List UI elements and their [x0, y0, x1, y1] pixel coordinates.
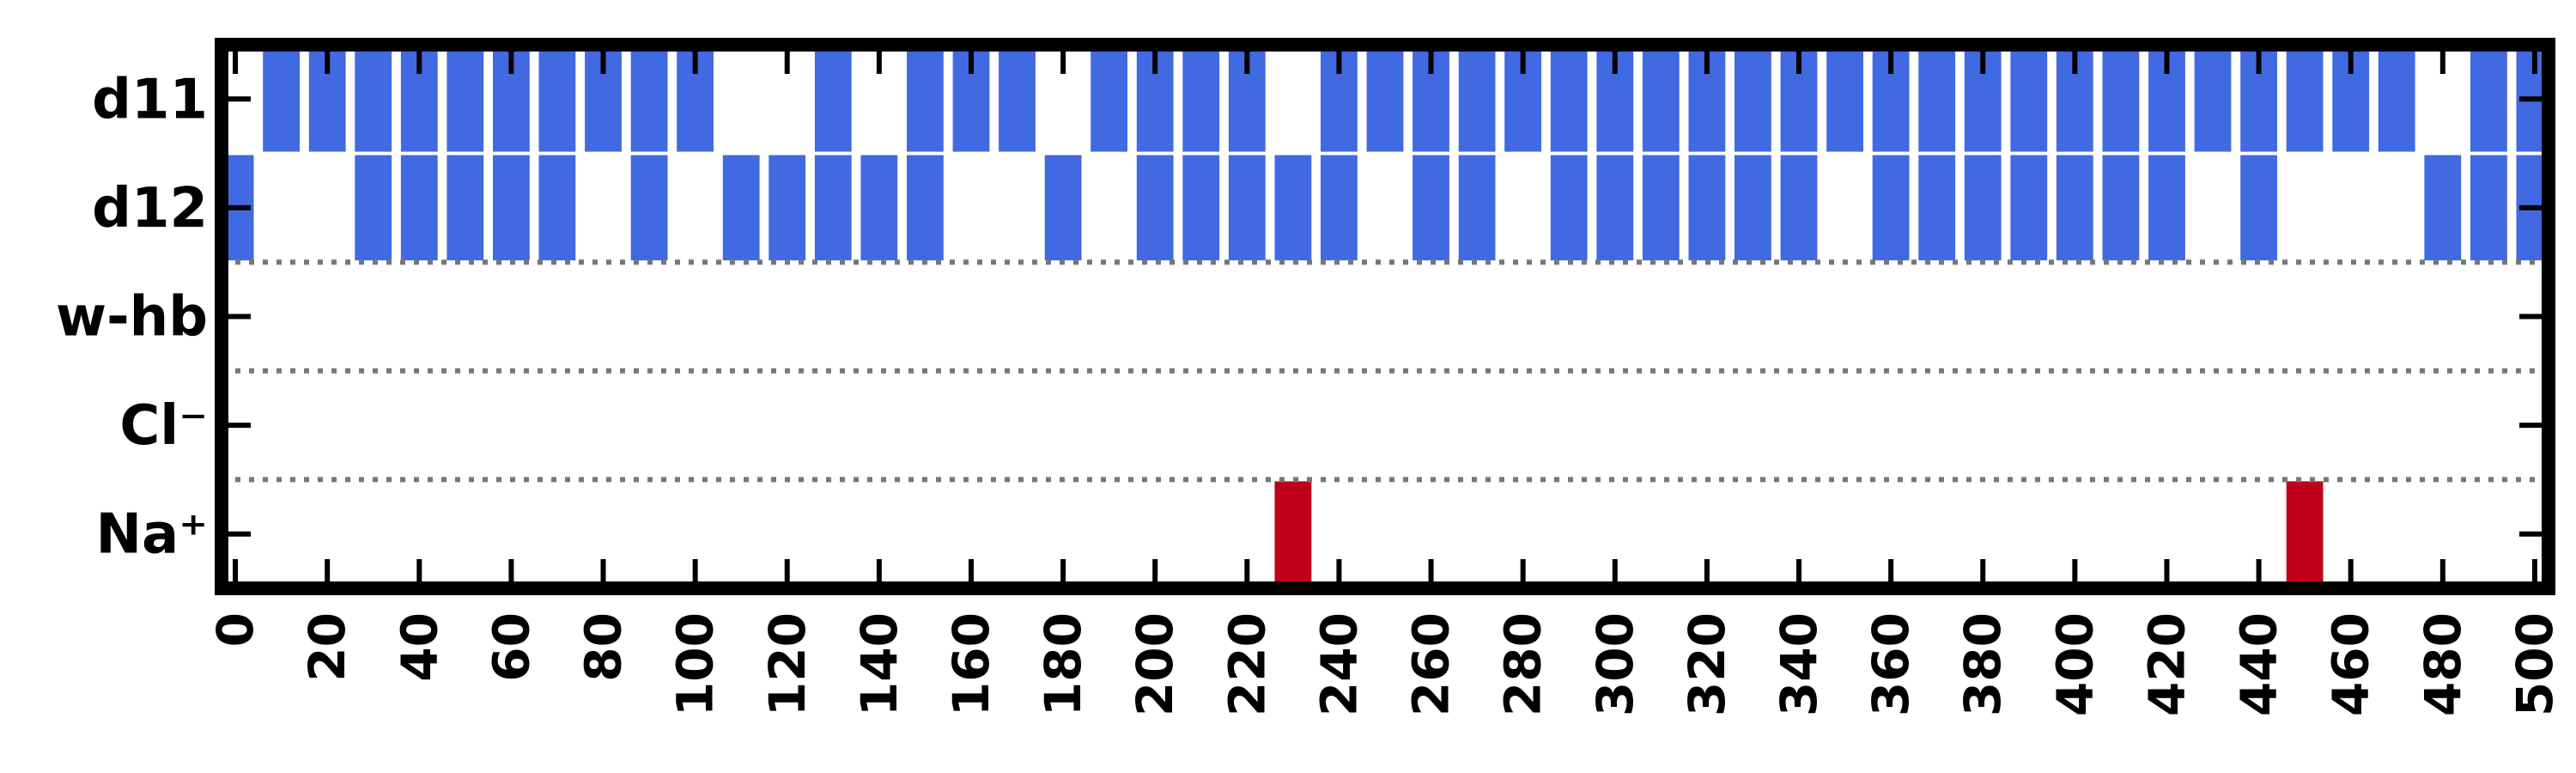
bar-d12-34: [2424, 155, 2462, 261]
bar-d12-27: [1918, 155, 1956, 261]
xtick-label: 280: [1494, 612, 1552, 716]
ytick-label-d11: d11: [92, 68, 208, 131]
xtick-label: 100: [666, 612, 725, 716]
xtick-label: 380: [1953, 612, 2012, 716]
xtick-label: 360: [1862, 612, 1920, 716]
bar-d12-10: [860, 155, 898, 261]
bar-d11-33: [2010, 46, 2048, 152]
bar-d12-2: [400, 155, 438, 261]
xtick-label: 420: [2137, 612, 2196, 716]
bar-d11-0: [263, 46, 300, 152]
xtick-label: 80: [574, 612, 633, 682]
bar-d11-19: [1366, 46, 1404, 152]
bar-d11-16: [1182, 46, 1220, 152]
bar-Na-0: [1274, 481, 1312, 587]
bar-d12-7: [722, 155, 760, 261]
bar-d12-29: [2010, 155, 2048, 261]
bar-d12-26: [1872, 155, 1910, 261]
xtick-label: 0: [206, 612, 264, 647]
bar-d11-2: [355, 46, 392, 152]
bar-d11-11: [907, 46, 944, 152]
xtick-label: 180: [1034, 612, 1092, 716]
xtick-label: 300: [1586, 612, 1644, 716]
bar-d11-21: [1458, 46, 1496, 152]
bar-d11-29: [1826, 46, 1863, 152]
xtick-label: 40: [390, 612, 448, 682]
row-separators: [222, 259, 2549, 483]
plot-frame: [215, 38, 2555, 595]
bar-d12-23: [1688, 155, 1726, 261]
labels-layer: d11 d12 w-hb Cl⁻ Na⁺ 0 20 40 60 80 100 120 140 160 180…: [56, 68, 2564, 716]
xtick-label: 240: [1309, 612, 1368, 716]
xtick-label: 220: [1218, 612, 1276, 716]
bar-d11-14: [1091, 46, 1127, 152]
ytick-label-Na: Na⁺: [95, 503, 208, 567]
bar-d12-25: [1780, 155, 1818, 261]
bar-d12-8: [769, 155, 806, 261]
bar-d12-5: [538, 155, 576, 261]
xtick-label: 320: [1678, 612, 1736, 716]
bar-d12-11: [907, 155, 944, 261]
xtick-label: 120: [758, 612, 817, 716]
bar-d11-6: [538, 46, 576, 152]
bar-d11-8: [630, 46, 668, 152]
xtick-label: 440: [2230, 612, 2288, 716]
bar-d11-13: [999, 46, 1036, 152]
bar-d11-4: [447, 46, 484, 152]
xtick-label: 200: [1126, 612, 1184, 716]
bar-d11-37: [2194, 46, 2232, 152]
bar-d12-20: [1550, 155, 1588, 261]
bar-d12-30: [2056, 155, 2093, 261]
bar-d11-31: [1918, 46, 1956, 152]
bar-d11-27: [1735, 46, 1771, 152]
xtick-label: 480: [2414, 612, 2472, 716]
bar-Na-1: [2286, 481, 2324, 587]
xtick-label: 260: [1402, 612, 1461, 716]
bar-d12-4: [493, 155, 530, 261]
xtick-label: 400: [2045, 612, 2104, 716]
bar-d12-3: [447, 155, 484, 261]
bar-d12-32: [2148, 155, 2185, 261]
bar-d12-22: [1642, 155, 1680, 261]
ytick-label-Cl: Cl⁻: [119, 394, 208, 458]
bar-d11-10: [814, 46, 852, 152]
bar-d11-41: [2378, 46, 2415, 152]
bar-d11-23: [1550, 46, 1588, 152]
bar-d11-25: [1642, 46, 1680, 152]
bar-d11-39: [2286, 46, 2324, 152]
bar-d12-17: [1321, 155, 1358, 261]
bar-d12-28: [1964, 155, 2002, 261]
ytick-label-d12: d12: [92, 177, 208, 240]
xtick-label: 60: [482, 612, 540, 682]
bar-d12-31: [2102, 155, 2140, 261]
bar-d12-6: [630, 155, 668, 261]
xtick-label: 160: [942, 612, 1000, 716]
bar-d12-35: [2470, 155, 2507, 261]
bar-d12-13: [1136, 155, 1174, 261]
bar-d12-9: [814, 155, 852, 261]
bar-d11-42: [2470, 46, 2507, 152]
xtick-label: 140: [850, 612, 908, 716]
bars-layer: [222, 46, 2554, 587]
xtick-label: 20: [298, 612, 356, 682]
bar-d12-19: [1458, 155, 1496, 261]
xtick-label: 460: [2322, 612, 2380, 716]
bar-d12-16: [1274, 155, 1312, 261]
bar-d12-33: [2240, 155, 2277, 261]
ytick-label-whb: w-hb: [56, 286, 208, 350]
bar-d12-18: [1413, 155, 1449, 261]
bar-d12-15: [1228, 155, 1266, 261]
xtick-label: 340: [1770, 612, 1828, 716]
xtick-label: 500: [2506, 612, 2564, 716]
bar-d12-21: [1596, 155, 1634, 261]
bar-d12-14: [1182, 155, 1220, 261]
bar-d12-24: [1735, 155, 1771, 261]
bar-d11-35: [2102, 46, 2140, 152]
bar-d12-12: [1044, 155, 1082, 261]
bar-d12-1: [355, 155, 392, 261]
